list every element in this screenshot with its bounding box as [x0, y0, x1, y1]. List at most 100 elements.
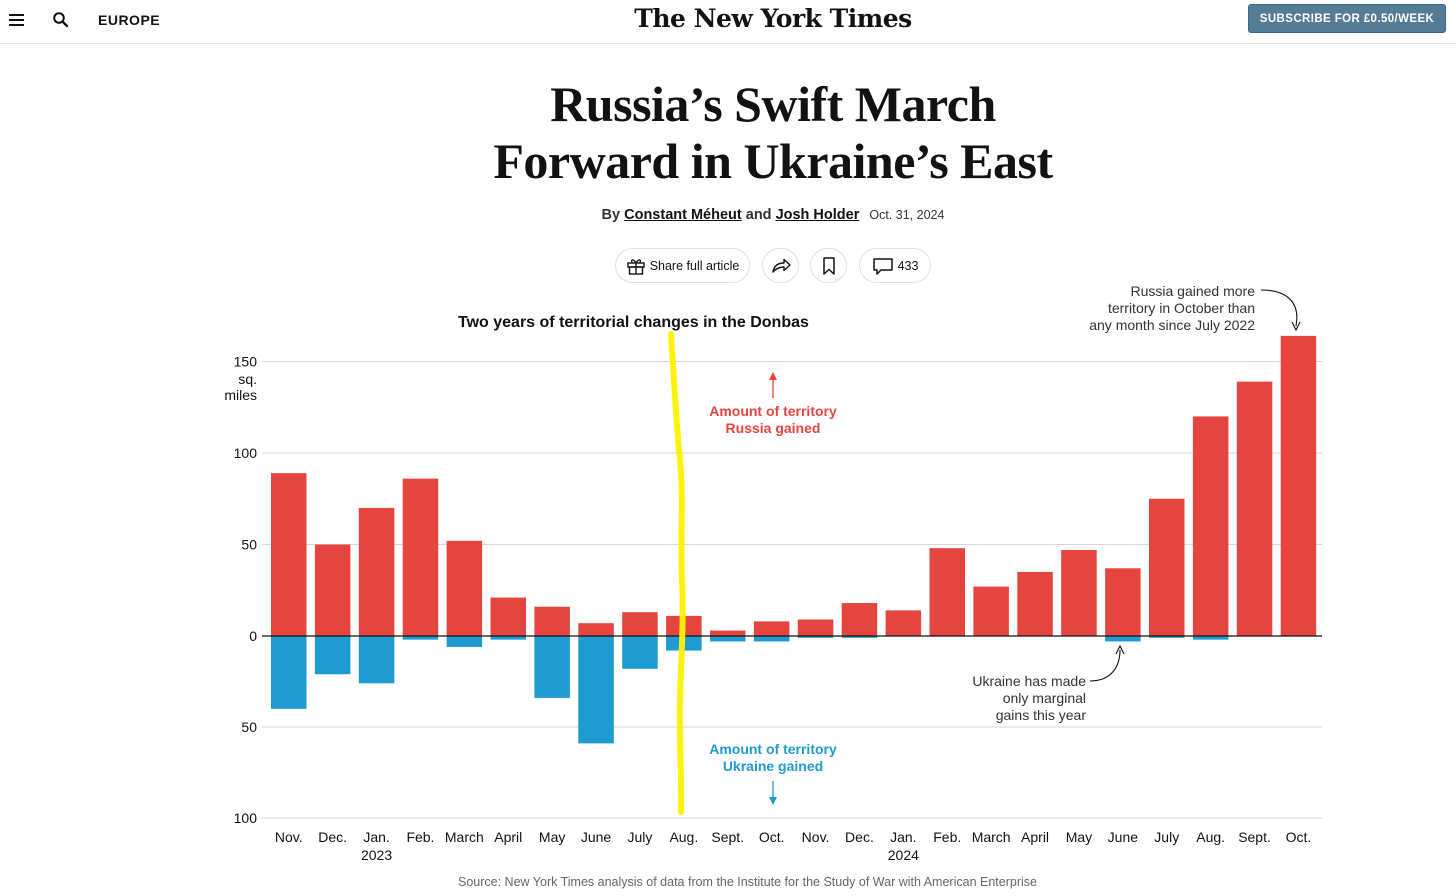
annotation-arrow [1260, 289, 1298, 327]
y-tick-label: 50 [241, 719, 257, 735]
y-tick-label: 50 [241, 537, 257, 553]
ukraine-bar [1192, 636, 1229, 640]
annotation-ukraine-marginal: Ukraine has made [972, 673, 1086, 689]
share-label: Share full article [649, 258, 740, 273]
x-tick-label: Nov. [275, 829, 303, 845]
russia-bar [1280, 335, 1317, 636]
x-tick-label: Oct. [1286, 829, 1312, 845]
annotation-ukraine-marginal: only marginal [1003, 690, 1086, 706]
comment-count: 433 [897, 258, 919, 273]
russia-bar [358, 507, 395, 636]
byline: By Constant Méheut and Josh Holder Oct. … [430, 207, 1116, 223]
share-full-article-button[interactable]: Share full article [615, 248, 750, 283]
x-tick-label: April [1021, 829, 1049, 845]
y-tick-label: 0 [249, 628, 257, 644]
top-navigation-bar: EUROPE The New York Times SUBSCRIBE FOR … [0, 0, 1456, 44]
ukraine-bar [622, 636, 658, 669]
y-unit-label: miles [224, 387, 257, 403]
x-tick-label: Dec. [845, 829, 874, 845]
x-tick-label: Feb. [933, 829, 961, 845]
save-article-button[interactable] [810, 248, 847, 283]
ukraine-bar [314, 636, 351, 675]
x-tick-label: March [445, 829, 484, 845]
annotation-october-peak: Russia gained more [1130, 283, 1255, 299]
x-tick-label: July [627, 829, 652, 845]
x-tick-label: May [1066, 829, 1092, 845]
russia-arrow-head [769, 372, 777, 380]
byline-and: and [745, 207, 772, 223]
headline-line-2: Forward in Ukraine’s East [493, 133, 1053, 189]
russia-bar [973, 586, 1009, 636]
russia-bar [1061, 549, 1097, 636]
ukraine-bar [402, 636, 439, 640]
russia-bar [841, 603, 878, 636]
annotation-arrow-head [1291, 321, 1301, 332]
comment-icon [872, 256, 894, 276]
comments-button[interactable]: 433 [859, 248, 931, 283]
author-link-1[interactable]: Constant Méheut [624, 207, 742, 223]
annotation-october-peak: any month since July 2022 [1089, 317, 1255, 333]
russia-bar [490, 597, 526, 636]
section-europe-link[interactable]: EUROPE [98, 12, 161, 28]
x-tick-label: Sept. [1238, 829, 1271, 845]
y-tick-label: 150 [234, 354, 258, 370]
ukraine-bar [841, 636, 878, 638]
russia-bar [402, 478, 439, 636]
x-tick-label: Sept. [711, 829, 744, 845]
russia-bar [1017, 571, 1053, 636]
x-tick-label: May [539, 829, 565, 845]
russia-bar [446, 540, 483, 636]
x-tick-label: Nov. [802, 829, 830, 845]
chart-title: Two years of territorial changes in the … [458, 314, 809, 331]
publish-date: Oct. 31, 2024 [869, 208, 945, 222]
article-headline: Russia’s Swift March Forward in Ukraine’… [380, 76, 1166, 190]
search-icon[interactable] [52, 11, 70, 29]
annotation-ukraine-marginal: gains this year [996, 707, 1087, 723]
share-button[interactable] [762, 248, 799, 283]
x-tick-label: July [1154, 829, 1179, 845]
x-tick-label: April [494, 829, 522, 845]
ukraine-bar [271, 636, 307, 709]
russia-bar [622, 612, 658, 636]
subscribe-button[interactable]: SUBSCRIBE FOR £0.50/WEEK [1248, 4, 1446, 33]
russia-bar [534, 606, 570, 636]
x-tick-label: Feb. [406, 829, 434, 845]
share-arrow-icon [770, 256, 792, 276]
ukraine-bar [753, 636, 790, 642]
russia-bar [314, 544, 351, 636]
x-tick-label: Jan. [890, 829, 916, 845]
headline-line-1: Russia’s Swift March [550, 76, 996, 132]
russia-gained-label: Amount of territory [709, 403, 837, 419]
x-year-label: 2023 [361, 847, 392, 863]
author-link-2[interactable]: Josh Holder [775, 207, 860, 223]
x-tick-label: Oct. [759, 829, 785, 845]
russia-bar [1236, 381, 1273, 636]
ukraine-gained-label: Ukraine gained [723, 758, 823, 774]
russia-bar [885, 610, 922, 636]
y-tick-label: 100 [234, 445, 258, 461]
x-tick-label: Aug. [669, 829, 698, 845]
source-note: Source: New York Times analysis of data … [458, 875, 1037, 889]
annotation-october-peak: territory in October than [1108, 300, 1255, 316]
annotation-arrow [1089, 649, 1121, 682]
ukraine-bar [446, 636, 483, 647]
bookmark-icon [821, 256, 837, 276]
ukraine-bar [797, 636, 834, 638]
russia-bar [929, 548, 965, 636]
ukraine-arrow-head [769, 797, 777, 805]
ukraine-bar [1105, 636, 1141, 642]
y-tick-label: 100 [234, 810, 258, 826]
menu-icon[interactable] [8, 11, 26, 29]
russia-bar [797, 619, 834, 636]
x-tick-label: June [581, 829, 612, 845]
x-tick-label: March [972, 829, 1011, 845]
ukraine-bar [1149, 636, 1185, 638]
russia-bar [1192, 416, 1229, 636]
y-unit-label: sq. [238, 371, 257, 387]
masthead-logo[interactable]: The New York Times [634, 4, 912, 33]
russia-bar [578, 623, 614, 636]
ukraine-bar [490, 636, 526, 640]
gift-icon [626, 256, 646, 276]
ukraine-bar [534, 636, 570, 698]
x-tick-label: June [1108, 829, 1139, 845]
